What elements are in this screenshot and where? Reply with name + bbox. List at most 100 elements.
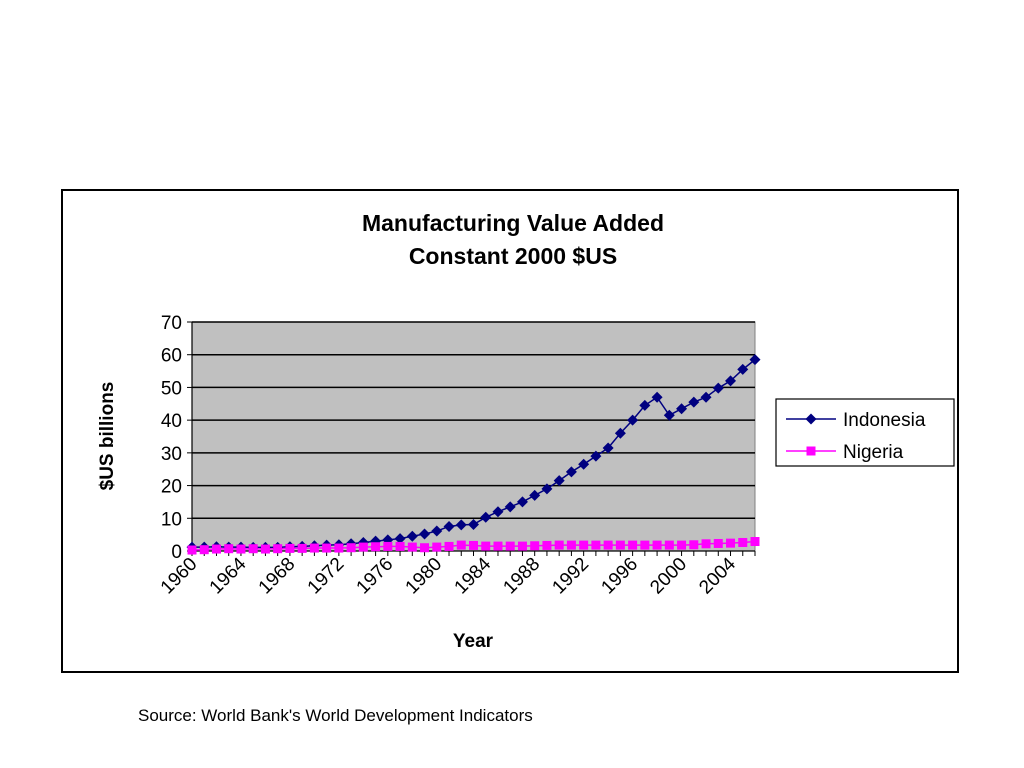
x-tick-label: 2004 [695,553,740,598]
data-point-nigeria [358,542,368,552]
data-point-indonesia [737,363,749,375]
x-tick-label: 1960 [157,554,202,599]
data-point-indonesia [663,409,675,421]
data-point-indonesia [749,354,761,366]
x-axis-label: Year [453,631,494,652]
data-point-nigeria [334,543,344,553]
legend-label-indonesia: Indonesia [843,410,926,431]
data-point-indonesia [541,483,553,495]
data-point-nigeria [542,540,552,550]
y-tick-label: 60 [161,346,182,367]
data-point-indonesia [700,391,712,403]
data-point-nigeria [652,540,662,550]
data-point-nigeria [236,544,246,554]
data-point-nigeria [420,543,430,553]
legend-box [775,398,955,467]
data-point-indonesia [419,528,431,540]
y-axis-label: $US billions [97,382,118,491]
data-point-indonesia [639,399,651,411]
data-point-nigeria [211,544,221,554]
data-point-nigeria [628,540,638,550]
data-point-nigeria [517,541,527,551]
y-tick-label: 40 [161,411,182,432]
data-point-nigeria [738,537,748,547]
data-point-nigeria [322,543,332,553]
data-point-indonesia [553,475,565,487]
data-point-nigeria [493,541,503,551]
data-point-nigeria [297,543,307,553]
data-point-nigeria [554,540,564,550]
data-point-nigeria [285,543,295,553]
data-point-indonesia [614,427,626,439]
data-point-indonesia [651,391,663,403]
data-point-indonesia [725,375,737,387]
data-point-nigeria [309,543,319,553]
data-point-nigeria [664,540,674,550]
x-tick-label: 1984 [451,553,496,598]
data-point-nigeria [566,540,576,550]
data-point-nigeria [432,542,442,552]
data-point-indonesia [516,496,528,508]
data-point-indonesia [455,519,467,531]
chart-subtitle: Constant 2000 $US [409,243,617,269]
data-point-nigeria [640,540,650,550]
x-tick-label: 1976 [353,554,398,599]
data-point-indonesia [712,382,724,394]
data-point-nigeria [248,544,258,554]
data-point-nigeria [456,540,466,550]
data-point-nigeria [713,538,723,548]
data-point-indonesia [805,413,817,425]
data-point-indonesia [676,403,688,415]
x-tick-label: 1980 [402,554,447,599]
x-tick-label: 1988 [499,554,544,599]
data-point-nigeria [603,540,613,550]
chart-title: Manufacturing Value Added [362,210,664,236]
data-point-nigeria [806,446,816,456]
x-tick-label: 1968 [255,554,300,599]
x-tick-label: 1992 [548,554,593,599]
data-point-nigeria [579,540,589,550]
y-tick-label: 70 [161,313,182,334]
data-point-nigeria [395,541,405,551]
data-point-indonesia [688,396,700,408]
data-point-nigeria [224,544,234,554]
source-note: Source: World Bank's World Development I… [138,706,533,725]
data-point-nigeria [187,545,197,555]
data-point-nigeria [750,537,760,547]
y-tick-label: 50 [161,378,182,399]
data-point-nigeria [481,541,491,551]
data-point-nigeria [199,545,209,555]
y-tick-label: 0 [171,542,182,563]
y-tick-label: 10 [161,509,182,530]
y-tick-label: 20 [161,477,182,498]
data-point-nigeria [591,540,601,550]
data-point-nigeria [371,542,381,552]
data-point-indonesia [602,442,614,454]
data-point-indonesia [627,414,639,426]
data-point-nigeria [383,541,393,551]
x-tick-label: 1972 [304,554,349,599]
data-point-indonesia [565,466,577,478]
data-point-nigeria [260,544,270,554]
data-point-indonesia [529,489,541,501]
data-point-nigeria [407,542,417,552]
plot-background [191,321,756,552]
legend: Indonesia Nigeria [775,398,955,467]
data-point-nigeria [530,541,540,551]
data-point-indonesia [590,450,602,462]
data-point-indonesia [394,533,406,545]
x-tick-label: 2000 [646,554,691,599]
data-point-nigeria [273,544,283,554]
data-point-indonesia [443,520,455,532]
data-point-nigeria [726,538,736,548]
data-point-nigeria [677,540,687,550]
data-point-nigeria [469,540,478,550]
data-point-indonesia [431,525,443,537]
legend-label-nigeria: Nigeria [843,442,904,463]
data-point-nigeria [701,539,711,549]
data-point-indonesia [504,501,516,513]
data-point-indonesia [480,511,492,523]
data-point-indonesia [468,519,479,531]
data-point-nigeria [346,543,356,553]
